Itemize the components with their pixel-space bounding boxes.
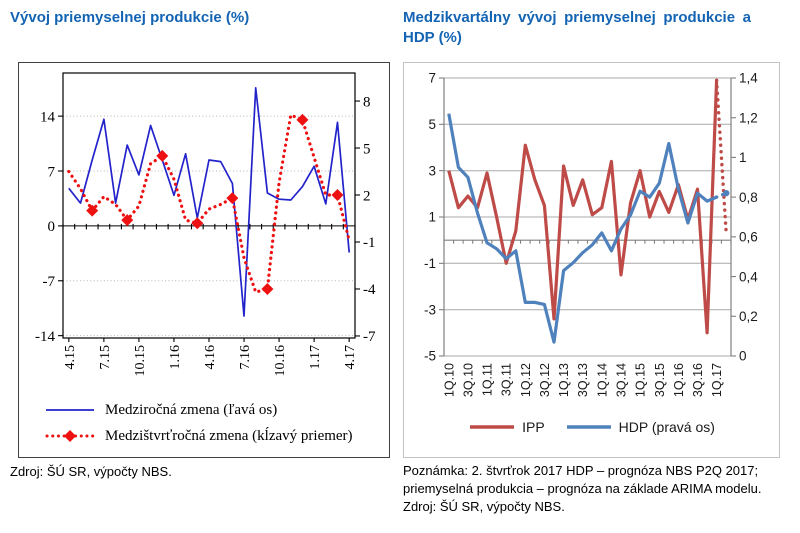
legend-item-hdp: HDP (pravá os): [565, 417, 715, 437]
note-line-3: Zdroj: ŠÚ SR, výpočty NBS.: [403, 499, 565, 515]
left-figure: 14 7 0 -7 -14 8 5 2 -1 -4 -7 4.15 7.15 10.15 1.16 4.16 7…: [18, 62, 390, 458]
svg-text:5: 5: [428, 117, 436, 132]
svg-text:1.17: 1.17: [308, 345, 323, 370]
svg-text:-1: -1: [363, 235, 376, 251]
svg-text:0: 0: [739, 349, 747, 364]
blue-line-sample: [566, 425, 611, 429]
svg-text:1,4: 1,4: [739, 71, 758, 86]
x-axis-labels: 4.15 7.15 10.15 1.16 4.16 7.16 10.16 1.17 4.17: [63, 345, 358, 377]
svg-text:10.15: 10.15: [133, 345, 148, 377]
svg-text:3Q.16: 3Q.16: [691, 363, 705, 397]
left-source: Zdroj: ŠÚ SR, výpočty NBS.: [10, 464, 172, 479]
svg-text:-3: -3: [424, 302, 436, 317]
svg-text:4.16: 4.16: [203, 345, 218, 370]
right-note: Poznámka: 2. štvrťrok 2017 HDP – prognóz…: [403, 462, 797, 517]
svg-text:7: 7: [48, 164, 56, 180]
svg-text:3Q.15: 3Q.15: [653, 363, 667, 397]
right-chart-plot: 7 5 3 1 -1 -3 -5 1,4 1,2 1 0,8 0,6 0,4 0,2 0 1Q.10 3Q.10…: [424, 71, 758, 397]
svg-text:1,2: 1,2: [739, 110, 758, 125]
medzi-tvr-ro-n-zmena-k-zav-priemer-line: [67, 113, 351, 294]
svg-text:5: 5: [363, 141, 371, 157]
svg-text:1Q.11: 1Q.11: [481, 363, 495, 396]
ipp-forecast-line: [714, 78, 728, 235]
legend-label-hdp: HDP (pravá os): [618, 419, 715, 435]
svg-text:1Q.12: 1Q.12: [519, 363, 533, 397]
right-chart-legend: IPP HDP (pravá os): [404, 417, 779, 437]
legend-label-ipp: IPP: [522, 419, 545, 435]
svg-text:3Q.13: 3Q.13: [576, 363, 590, 397]
left-chart-legend: Medziročná zmena (ľavá os) Medzištvrťroč…: [19, 397, 389, 449]
svg-text:0: 0: [48, 219, 56, 235]
svg-text:0,6: 0,6: [739, 230, 758, 245]
svg-text:10.16: 10.16: [273, 345, 288, 377]
right-axis-labels: 1,4 1,2 1 0,8 0,6 0,4 0,2 0: [731, 71, 758, 364]
svg-text:-7: -7: [363, 329, 376, 345]
hdp-prav-os-forecast-line: [714, 191, 728, 199]
legend-item-yoy: Medziročná zmena (ľavá os): [43, 397, 389, 423]
plot-border: [62, 72, 356, 339]
left-axis-labels: 7 5 3 1 -1 -3 -5: [424, 71, 444, 364]
svg-text:-4: -4: [363, 282, 376, 298]
svg-text:1Q.16: 1Q.16: [672, 363, 686, 397]
legend-label-qoq: Medzištvrťročná zmena (kĺzavý priemer): [105, 427, 353, 444]
svg-text:1Q.15: 1Q.15: [634, 363, 648, 397]
medziro-n-zmena-av-os-line: [68, 87, 351, 317]
svg-text:1.16: 1.16: [168, 345, 183, 370]
svg-text:0,2: 0,2: [739, 309, 758, 324]
legend-item-qoq: Medzištvrťročná zmena (kĺzavý priemer): [43, 423, 389, 449]
svg-text:1Q.14: 1Q.14: [595, 363, 609, 397]
svg-text:14: 14: [40, 109, 56, 125]
blue-solid-line-sample: [46, 409, 94, 411]
legend-item-ipp: IPP: [468, 417, 545, 437]
right-figure: 7 5 3 1 -1 -3 -5 1,4 1,2 1 0,8 0,6 0,4 0,2 0 1Q.10 3Q.10…: [403, 62, 780, 458]
right-chart-title: Medzikvartálny vývoj priemyselnej produk…: [403, 9, 751, 46]
red-dotted-diamond-sample: [45, 430, 95, 442]
hdp-prav-os-end-marker: [723, 189, 730, 197]
hdp-prav-os-line: [447, 113, 718, 344]
svg-text:3Q.12: 3Q.12: [538, 363, 552, 397]
left-axis-labels: 14 7 0 -7 -14: [35, 109, 63, 345]
note-line-1: Poznámka: 2. štvrťrok 2017 HDP – prognóz…: [403, 463, 759, 478]
gridlines: [444, 77, 731, 357]
svg-text:-14: -14: [35, 329, 55, 345]
svg-text:3: 3: [428, 163, 436, 178]
svg-text:-1: -1: [424, 256, 436, 271]
svg-text:1Q.10: 1Q.10: [442, 363, 456, 397]
svg-text:8: 8: [363, 94, 371, 110]
svg-text:0,8: 0,8: [739, 190, 758, 205]
svg-text:3Q.11: 3Q.11: [500, 363, 514, 396]
left-chart-title: Vývoj priemyselnej produkcie (%): [10, 9, 250, 26]
svg-text:1Q.17: 1Q.17: [710, 363, 724, 397]
svg-text:1: 1: [428, 210, 436, 225]
right-axis-labels: 8 5 2 -1 -4 -7: [355, 94, 376, 345]
svg-text:3Q.10: 3Q.10: [461, 363, 475, 397]
svg-text:7: 7: [428, 71, 436, 86]
svg-text:0,4: 0,4: [739, 269, 758, 284]
svg-text:7.16: 7.16: [238, 345, 253, 370]
red-line-sample: [470, 425, 515, 429]
svg-text:-5: -5: [424, 349, 436, 364]
note-line-2: priemyselná produkcia – prognóza na zákl…: [403, 481, 762, 497]
legend-label-yoy: Medziročná zmena (ľavá os): [105, 401, 278, 418]
left-chart-plot: 14 7 0 -7 -14 8 5 2 -1 -4 -7 4.15 7.15 10.15 1.16 4.16 7…: [35, 72, 376, 377]
medzi-tvr-ro-n-zmena-k-zav-priemer-diamond-markers: [86, 113, 344, 295]
svg-text:1: 1: [739, 150, 747, 165]
svg-text:3Q.14: 3Q.14: [615, 363, 629, 397]
svg-text:-7: -7: [43, 274, 56, 290]
svg-text:1Q.13: 1Q.13: [557, 363, 571, 397]
svg-text:4.17: 4.17: [343, 345, 358, 370]
zero-axis: [62, 223, 356, 342]
x-axis-labels: 1Q.10 3Q.10 1Q.11 3Q.11 1Q.12 3Q.12 1Q.13 3Q.13…: [442, 363, 724, 397]
svg-text:7.15: 7.15: [98, 345, 113, 370]
ipp-line: [447, 80, 719, 335]
svg-text:2: 2: [363, 188, 371, 204]
svg-text:4.15: 4.15: [63, 345, 78, 370]
